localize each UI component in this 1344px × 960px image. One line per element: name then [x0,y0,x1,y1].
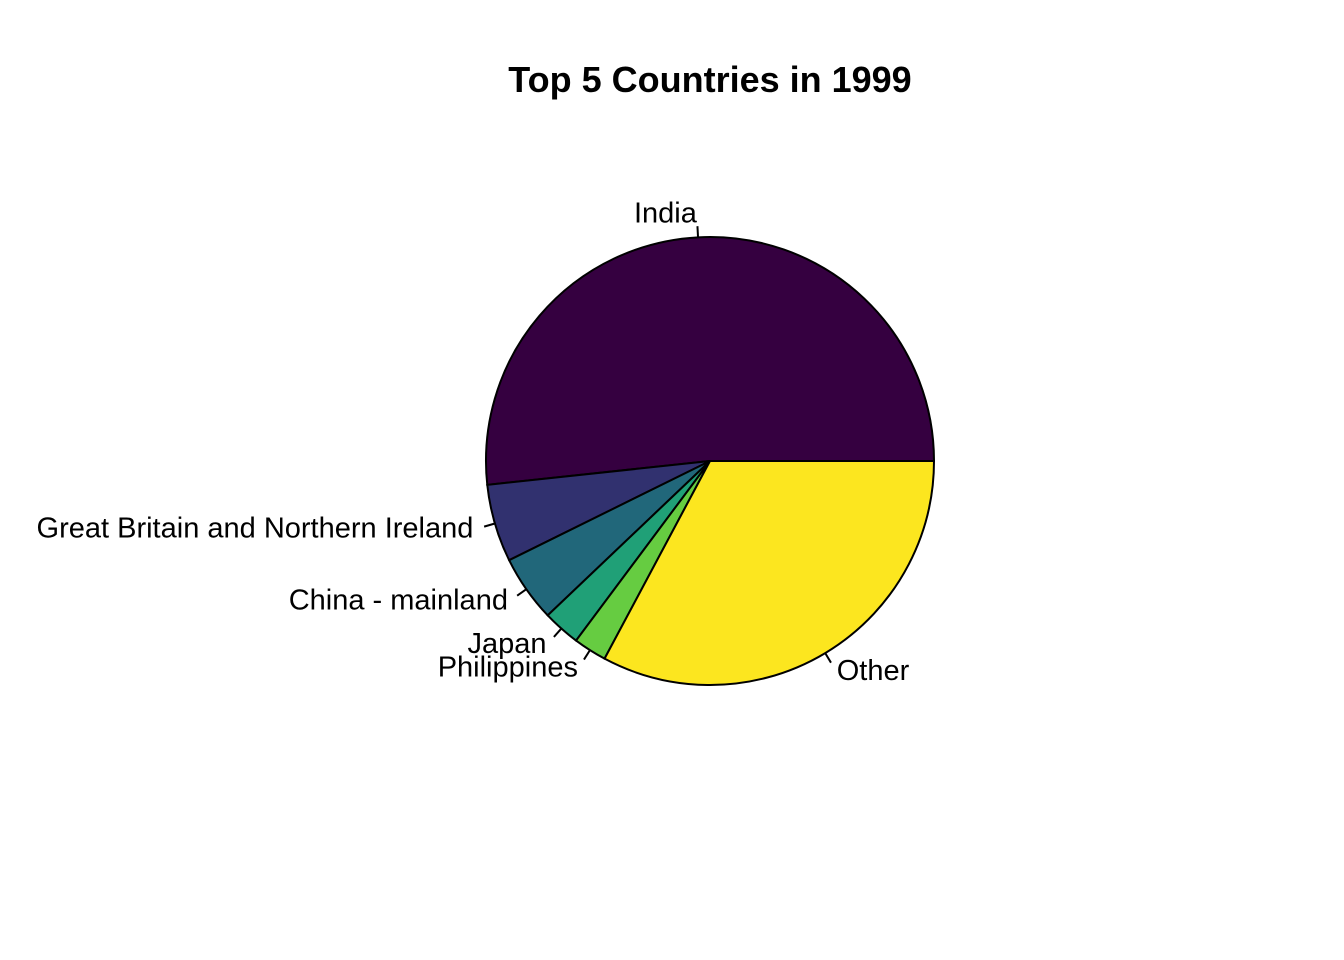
pie-slice-other [603,460,936,686]
slice-label-china-mainland: China - mainland [289,585,508,617]
slice-label-india: India [634,198,698,230]
pie-slices [485,236,936,686]
label-tick-philippines [583,649,591,661]
label-tick-india [696,226,700,238]
slice-label-great-britain-and-northern-ireland: Great Britain and Northern Ireland [37,512,474,544]
pie-slice-india [485,236,936,486]
slice-label-japan: Japan [467,628,546,660]
slice-label-philippines: Philippines [438,652,578,684]
label-tick-china-mainland [516,588,527,597]
label-tick-great-britain-and-northern-ireland [483,522,496,528]
chart-title: Top 5 Countries in 1999 [508,59,911,100]
slice-labels: India Great Britain and Northern Ireland C… [37,198,910,687]
slice-label-other: Other [837,655,910,687]
label-ticks [483,226,832,664]
label-tick-japan [553,627,563,638]
label-tick-other [824,652,832,664]
